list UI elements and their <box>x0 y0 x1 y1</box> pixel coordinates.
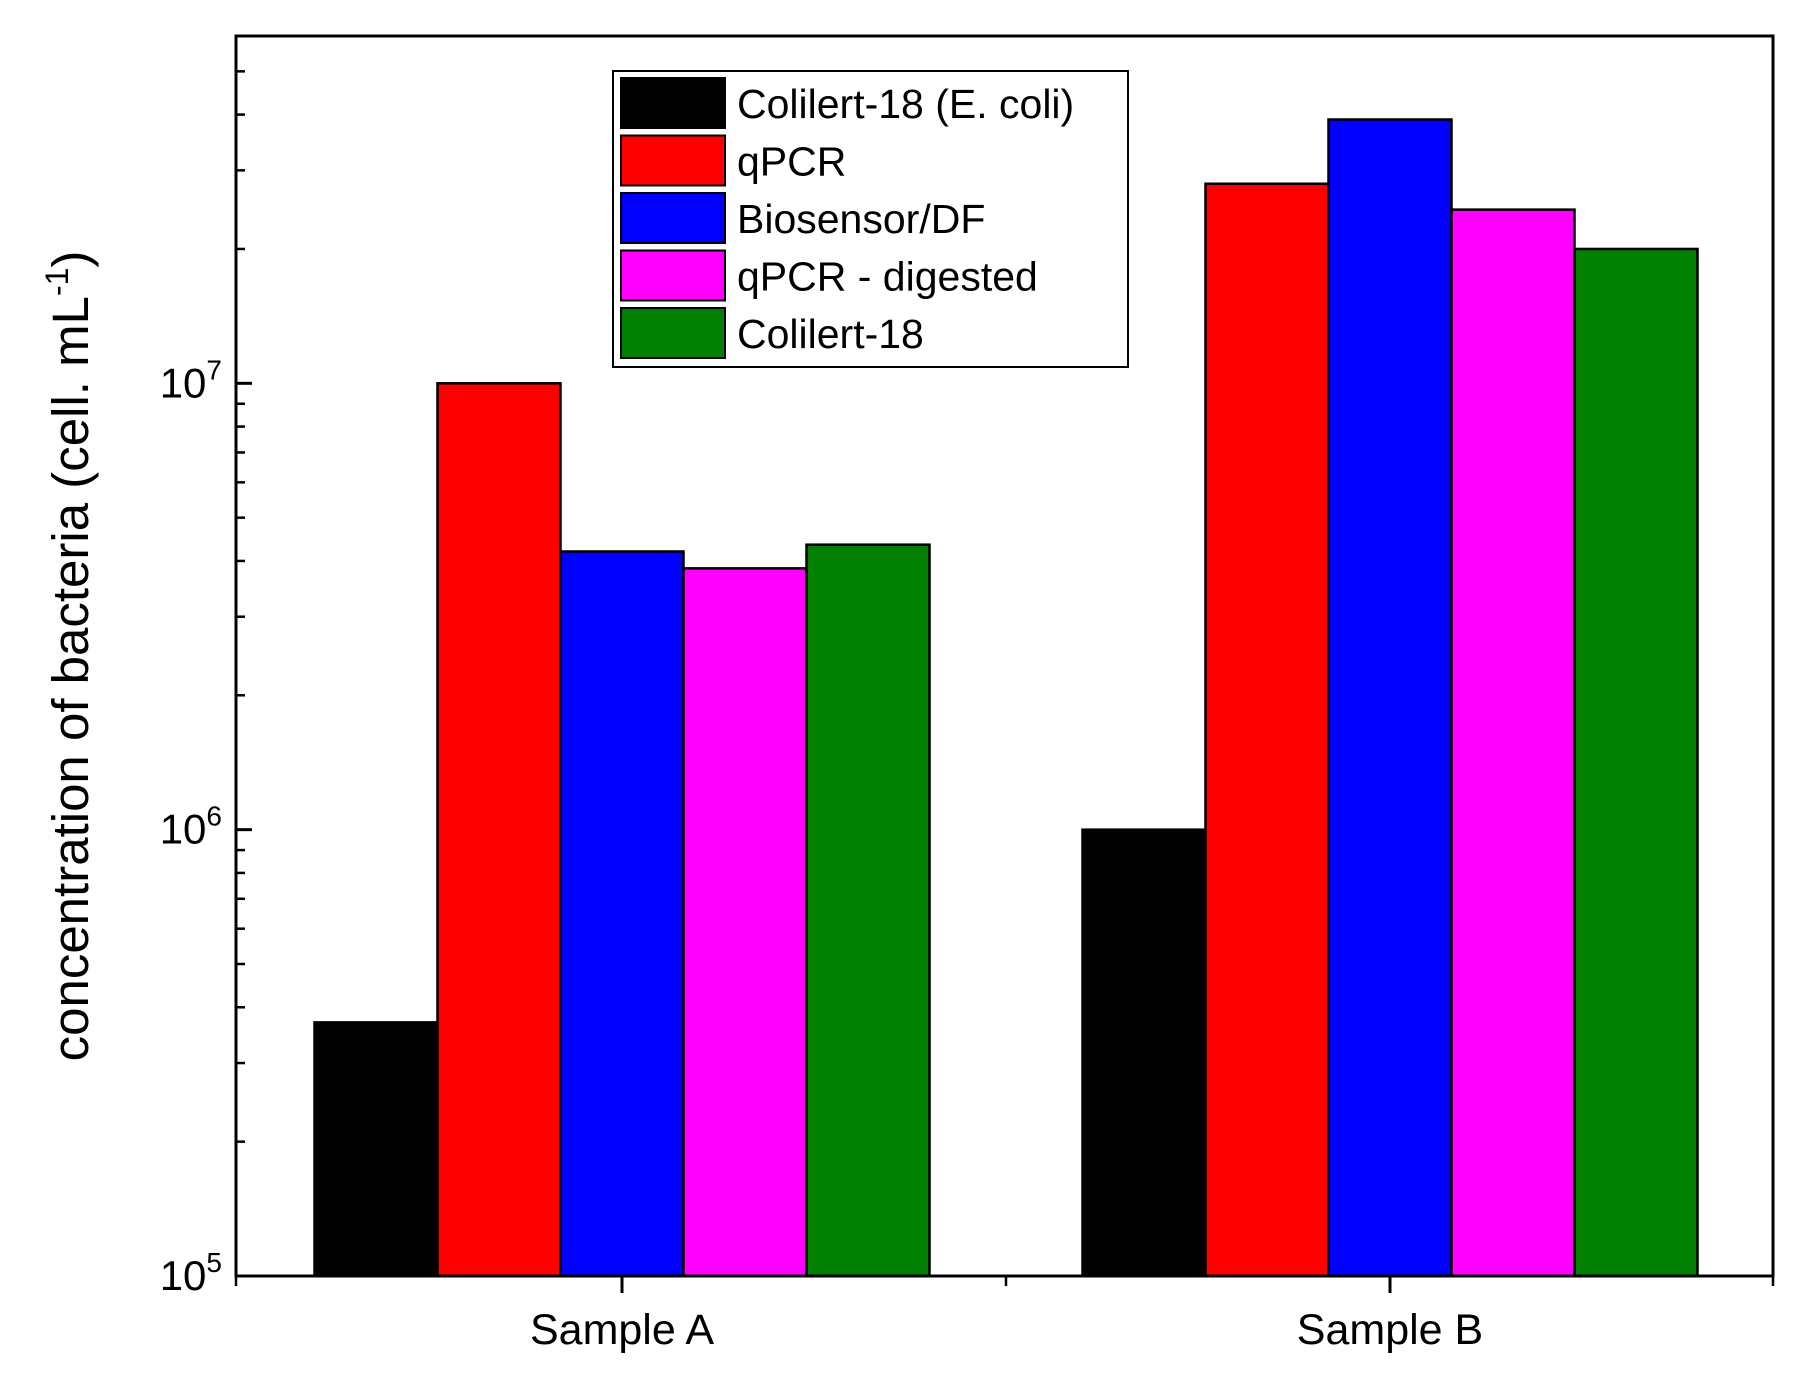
bar-colilert-18-e-coli-sample-b <box>1081 828 1207 1278</box>
legend-items: Colilert-18 (E. coli) qPCR Biosensor/DF qPC… <box>620 77 1074 359</box>
legend-swatch <box>620 192 726 244</box>
y-tick-label: 105 <box>160 1247 222 1299</box>
bar-biosensor-df-sample-b <box>1327 118 1453 1278</box>
x-tick-label: Sample A <box>530 1306 714 1354</box>
legend-label: qPCR <box>737 139 846 185</box>
labels-layer: concentration of bacteria (cell. mL-1) <box>39 251 99 1062</box>
x-tick-label: Sample B <box>1297 1306 1483 1354</box>
y-axis-label: concentration of bacteria (cell. mL-1) <box>39 251 99 1062</box>
legend-swatch <box>620 249 726 302</box>
bar-qpcr-digested-sample-a <box>682 567 808 1278</box>
bar-qpcr-digested-sample-b <box>1450 208 1576 1278</box>
legend-label: Colilert-18 <box>737 311 924 357</box>
legend-label: qPCR - digested <box>737 254 1038 300</box>
y-axis-label-main: concentration of bacteria (cell. mL <box>42 296 99 1061</box>
bar-colilert-18-sample-b <box>1573 247 1699 1278</box>
legend-swatch <box>620 307 726 359</box>
ticks-layer: 105 106 107 Sample A Sample B <box>160 70 1775 1354</box>
legend-label: Biosensor/DF <box>737 196 985 242</box>
legend: Colilert-18 (E. coli) qPCR Biosensor/DF qPC… <box>612 70 1129 368</box>
bars-layer <box>313 118 1699 1278</box>
y-axis-label-superscript: -1 <box>39 268 75 296</box>
y-tick-label: 106 <box>160 801 222 853</box>
legend-swatch <box>620 134 726 187</box>
plot-area-frame <box>234 34 1775 1278</box>
bar-biosensor-df-sample-a <box>559 550 685 1278</box>
bar-colilert-18-e-coli-sample-a <box>313 1021 439 1278</box>
legend-swatch <box>620 77 726 129</box>
bar-qpcr-sample-a <box>436 382 562 1278</box>
axes-layer <box>234 34 1775 1278</box>
y-tick-label: 107 <box>160 354 222 406</box>
legend-label: Colilert-18 (E. coli) <box>737 81 1074 127</box>
bar-colilert-18-sample-a <box>805 543 931 1278</box>
bar-qpcr-sample-b <box>1204 182 1330 1278</box>
y-axis-label-close: ) <box>42 251 99 268</box>
